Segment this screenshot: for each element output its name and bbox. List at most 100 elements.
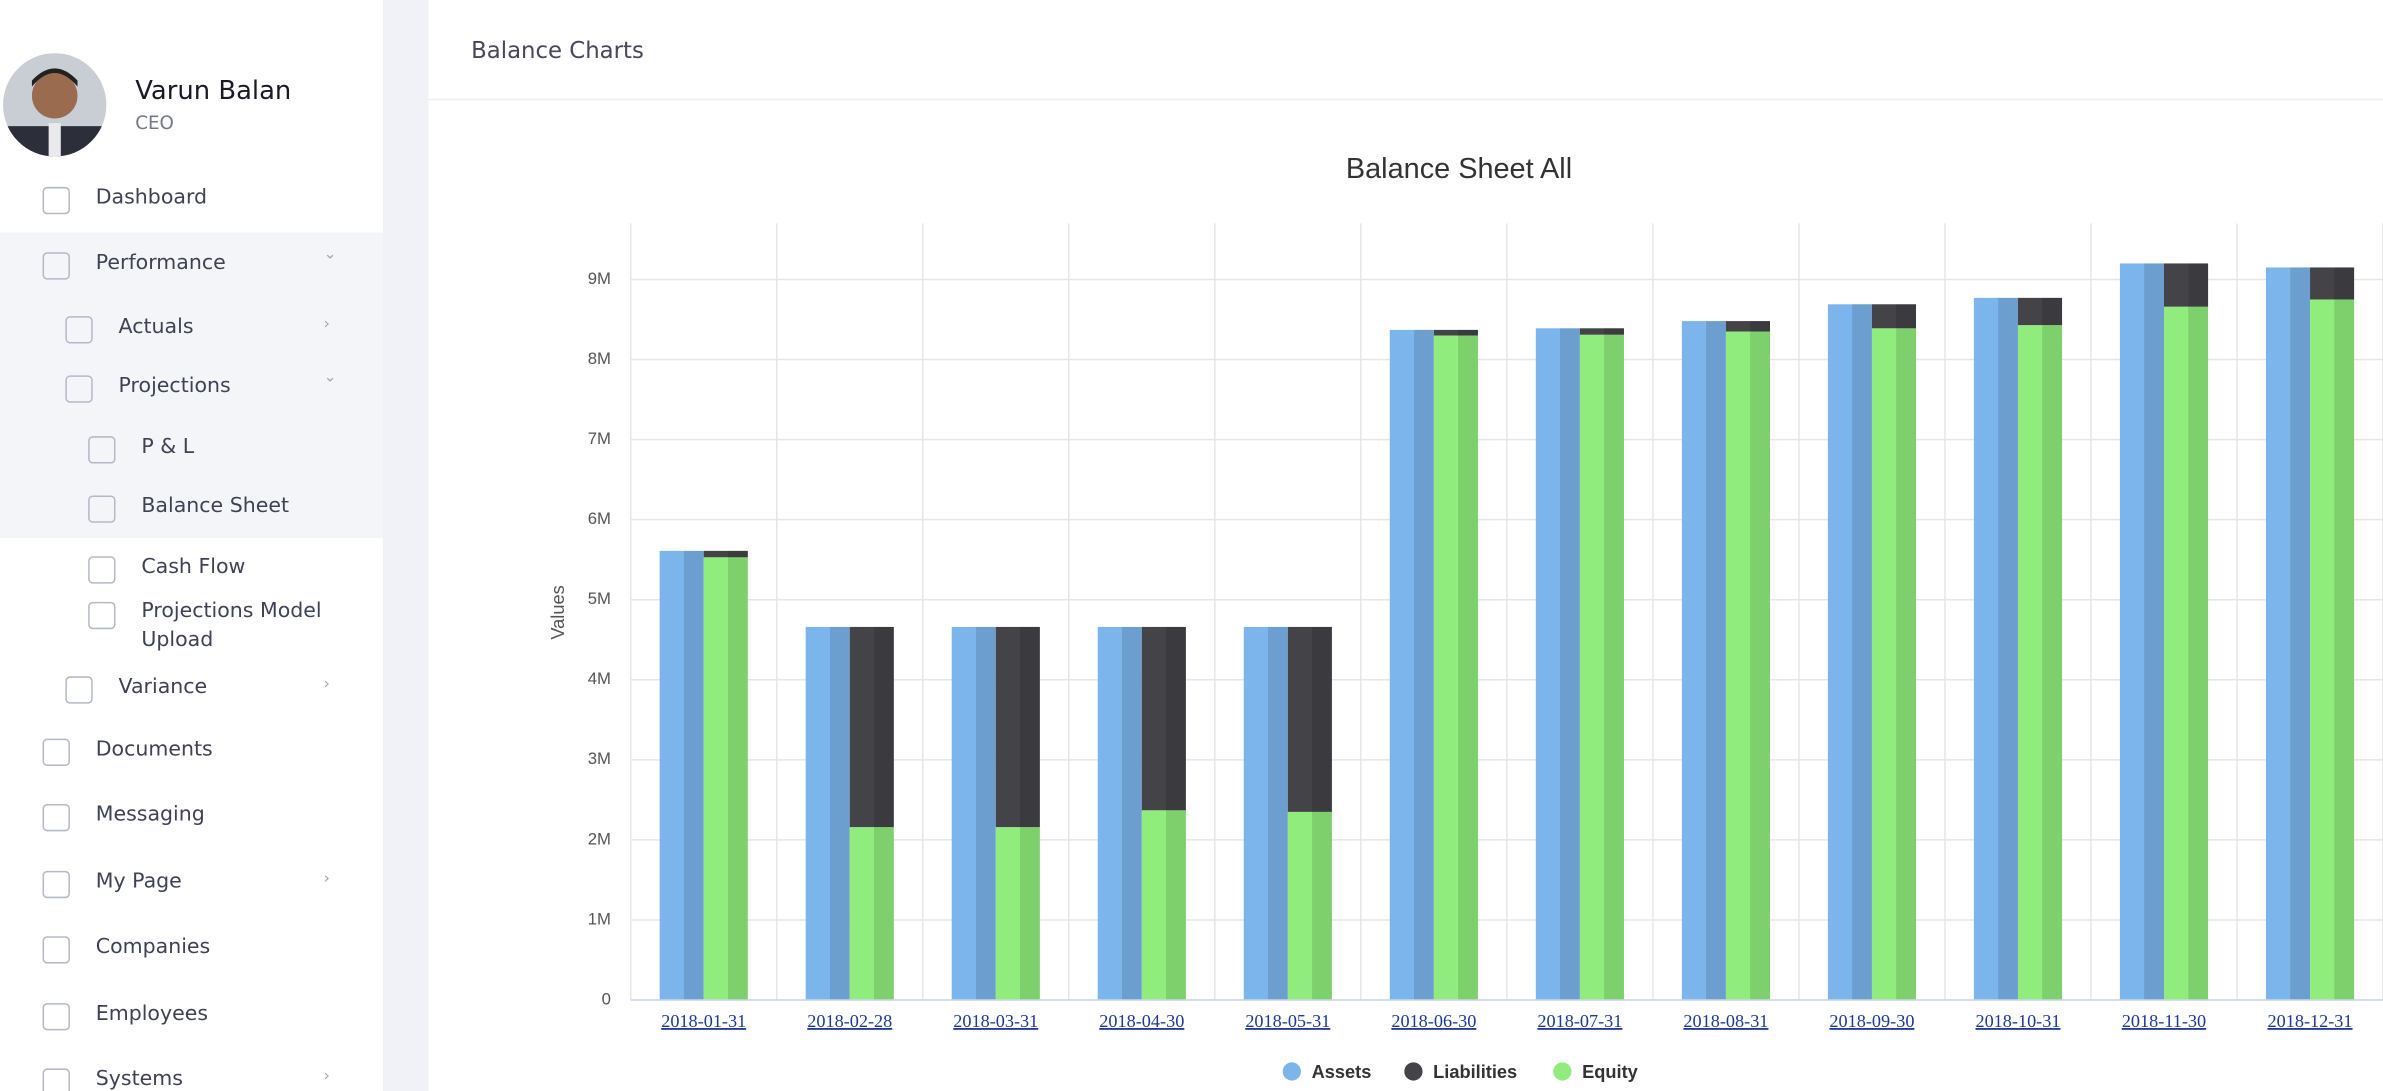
y-tick-label: 3M xyxy=(588,749,611,768)
bar-shade xyxy=(1312,626,1332,812)
active-group xyxy=(0,232,383,539)
bar-shade xyxy=(1020,827,1040,1001)
nav-item[interactable]: Documents xyxy=(95,737,213,762)
nav-item[interactable]: Actuals xyxy=(118,314,194,339)
bar xyxy=(849,827,894,1001)
bar xyxy=(849,626,894,828)
x-tick-label: 2018-03-31 xyxy=(953,1011,1038,1031)
nav-item[interactable]: P & L xyxy=(141,434,195,459)
x-tick-label: 2018-04-30 xyxy=(1099,1011,1184,1031)
bar-shade xyxy=(2042,297,2063,326)
nav-item[interactable]: Dashboard xyxy=(95,185,208,210)
nav-icon xyxy=(42,870,70,899)
nav-icon xyxy=(65,316,93,344)
bar-shade xyxy=(873,626,894,828)
nav-item[interactable]: Projections Model Upload xyxy=(141,598,322,652)
nav-icon xyxy=(42,186,70,215)
bar xyxy=(703,550,748,558)
nav-icon xyxy=(42,252,70,280)
bar-shade xyxy=(1998,297,2018,1001)
nav-icon xyxy=(88,601,116,630)
bar-shade xyxy=(1750,331,1770,1001)
bar xyxy=(2164,263,2209,307)
y-tick-label: 9M xyxy=(588,269,611,288)
nav-item[interactable]: Performance xyxy=(95,250,226,276)
bar-shade xyxy=(1896,304,1917,329)
legend-item[interactable]: Assets xyxy=(1282,1061,1372,1082)
nav-item[interactable]: Companies xyxy=(95,934,211,959)
bar xyxy=(1389,329,1434,1001)
bar-shade xyxy=(1268,626,1288,1001)
nav-item[interactable]: Projections xyxy=(118,373,231,399)
x-tick-label: 2018-09-30 xyxy=(1829,1011,1914,1031)
legend-label: Liabilities xyxy=(1433,1061,1517,1082)
bar-shade xyxy=(1706,321,1726,1001)
legend-item[interactable]: Liabilities xyxy=(1404,1061,1517,1082)
nav-item[interactable]: Employees xyxy=(95,1001,209,1026)
bar-shade xyxy=(1020,626,1040,828)
bar-shade xyxy=(1896,328,1917,1001)
y-tick-label: 5M xyxy=(588,589,611,608)
bar-shade xyxy=(727,550,748,558)
x-tick-label: 2018-06-30 xyxy=(1391,1011,1476,1031)
gutter xyxy=(382,0,429,1091)
x-tick-label: 2018-11-30 xyxy=(2122,1011,2206,1031)
bar xyxy=(1243,626,1288,1001)
panel-title: Balance Charts xyxy=(471,36,644,64)
x-tick-label: 2018-08-31 xyxy=(1683,1011,1768,1031)
bar-shade xyxy=(2290,267,2311,1001)
bar xyxy=(2017,297,2063,326)
x-tick-label: 2018-07-31 xyxy=(1537,1011,1622,1031)
x-tick-label: 2018-10-31 xyxy=(1975,1011,2060,1031)
bar xyxy=(2017,325,2063,1001)
nav-icon xyxy=(65,676,93,704)
bar-shade xyxy=(727,557,748,1001)
bar-shade xyxy=(1166,810,1186,1001)
nav-icon xyxy=(42,936,70,964)
x-tick-label: 2018-05-31 xyxy=(1245,1011,1330,1031)
panel-header: Balance Charts xyxy=(428,0,2383,101)
nav-icon xyxy=(42,803,70,832)
bar-shade xyxy=(2042,325,2063,1001)
nav-item[interactable]: My Page xyxy=(95,869,182,894)
bar-shade xyxy=(2144,263,2165,1001)
bar-shade xyxy=(2334,299,2355,1001)
chart-title: Balance Sheet All xyxy=(1346,153,1572,185)
bar-shade xyxy=(1458,329,1478,336)
y-tick-label: 4M xyxy=(588,669,611,688)
nav-item[interactable]: Cash Flow xyxy=(141,554,246,580)
bar xyxy=(2265,267,2311,1001)
nav-icon xyxy=(88,436,116,464)
bar xyxy=(1827,304,1872,1001)
nav-item[interactable]: Variance xyxy=(118,674,208,700)
nav-item[interactable]: Messaging xyxy=(95,802,205,827)
chart: Balance Sheet All Values 0 1M 2M 3M 4M 5M 6M 7M… xyxy=(547,153,2383,1082)
legend-label: Equity xyxy=(1582,1061,1639,1082)
bar xyxy=(1871,328,1917,1001)
bar-shade xyxy=(1560,328,1580,1001)
bar-shade xyxy=(1750,321,1770,332)
legend-item[interactable]: Equity xyxy=(1553,1061,1639,1082)
nav-item[interactable]: Systems xyxy=(95,1066,183,1091)
y-tick-label: 1M xyxy=(588,909,611,928)
bar xyxy=(2164,306,2209,1001)
bar xyxy=(1287,626,1332,812)
bar-shade xyxy=(1121,626,1142,1001)
bar xyxy=(2119,263,2165,1001)
y-axis-label: Values xyxy=(547,585,568,639)
nav-item[interactable]: Balance Sheet xyxy=(141,493,290,519)
nav-icon xyxy=(42,738,70,766)
bar-shade xyxy=(975,626,996,1001)
nav-chevron: › xyxy=(323,676,330,694)
x-tick-label: 2018-12-31 xyxy=(2268,1011,2353,1031)
nav-chevron: ⌄ xyxy=(323,369,337,387)
bar xyxy=(995,827,1040,1001)
y-tick-label: 6M xyxy=(588,509,611,528)
y-tick-label: 8M xyxy=(588,349,611,368)
bar xyxy=(1681,321,1726,1001)
bar-shade xyxy=(1458,335,1478,1001)
bar xyxy=(1433,329,1478,336)
nav-chevron: ⌄ xyxy=(323,246,337,263)
